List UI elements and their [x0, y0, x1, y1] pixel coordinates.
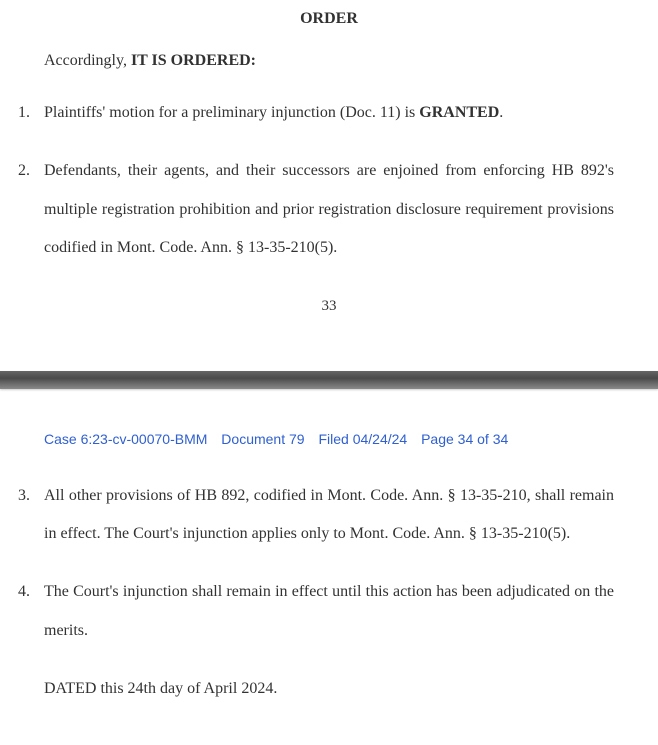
page-break — [0, 371, 658, 389]
page-2: All other provisions of HB 892, codified… — [0, 477, 658, 745]
item2-text: Defendants, their agents, and their succ… — [44, 162, 614, 256]
item3-text: All other provisions of HB 892, codified… — [44, 487, 614, 542]
order-list-1: Plaintiffs' motion for a preliminary inj… — [44, 94, 614, 268]
header-doc: Document 79 — [221, 431, 304, 447]
item1-suffix: . — [499, 104, 503, 121]
item1-bold: GRANTED — [419, 104, 499, 121]
order-list-2: All other provisions of HB 892, codified… — [44, 477, 614, 651]
order-item-3: All other provisions of HB 892, codified… — [44, 477, 614, 554]
page-number-33: 33 — [44, 298, 614, 315]
header-case: Case 6:23-cv-00070-BMM — [44, 431, 207, 447]
order-heading: ORDER — [44, 10, 614, 28]
page-1: ORDER Accordingly, IT IS ORDERED: Plaint… — [0, 10, 658, 371]
intro-bold: IT IS ORDERED: — [131, 52, 256, 69]
order-item-2: Defendants, their agents, and their succ… — [44, 152, 614, 267]
order-intro: Accordingly, IT IS ORDERED: — [44, 52, 614, 70]
dated-line: DATED this 24th day of April 2024. — [44, 670, 614, 708]
case-header: Case 6:23-cv-00070-BMM Document 79 Filed… — [0, 389, 658, 477]
item1-prefix: Plaintiffs' motion for a preliminary inj… — [44, 104, 419, 121]
header-filed: Filed 04/24/24 — [318, 431, 407, 447]
order-item-4: The Court's injunction shall remain in e… — [44, 573, 614, 650]
intro-prefix: Accordingly, — [44, 52, 131, 69]
order-item-1: Plaintiffs' motion for a preliminary inj… — [44, 94, 614, 132]
item4-text: The Court's injunction shall remain in e… — [44, 583, 614, 638]
header-page: Page 34 of 34 — [421, 431, 508, 447]
